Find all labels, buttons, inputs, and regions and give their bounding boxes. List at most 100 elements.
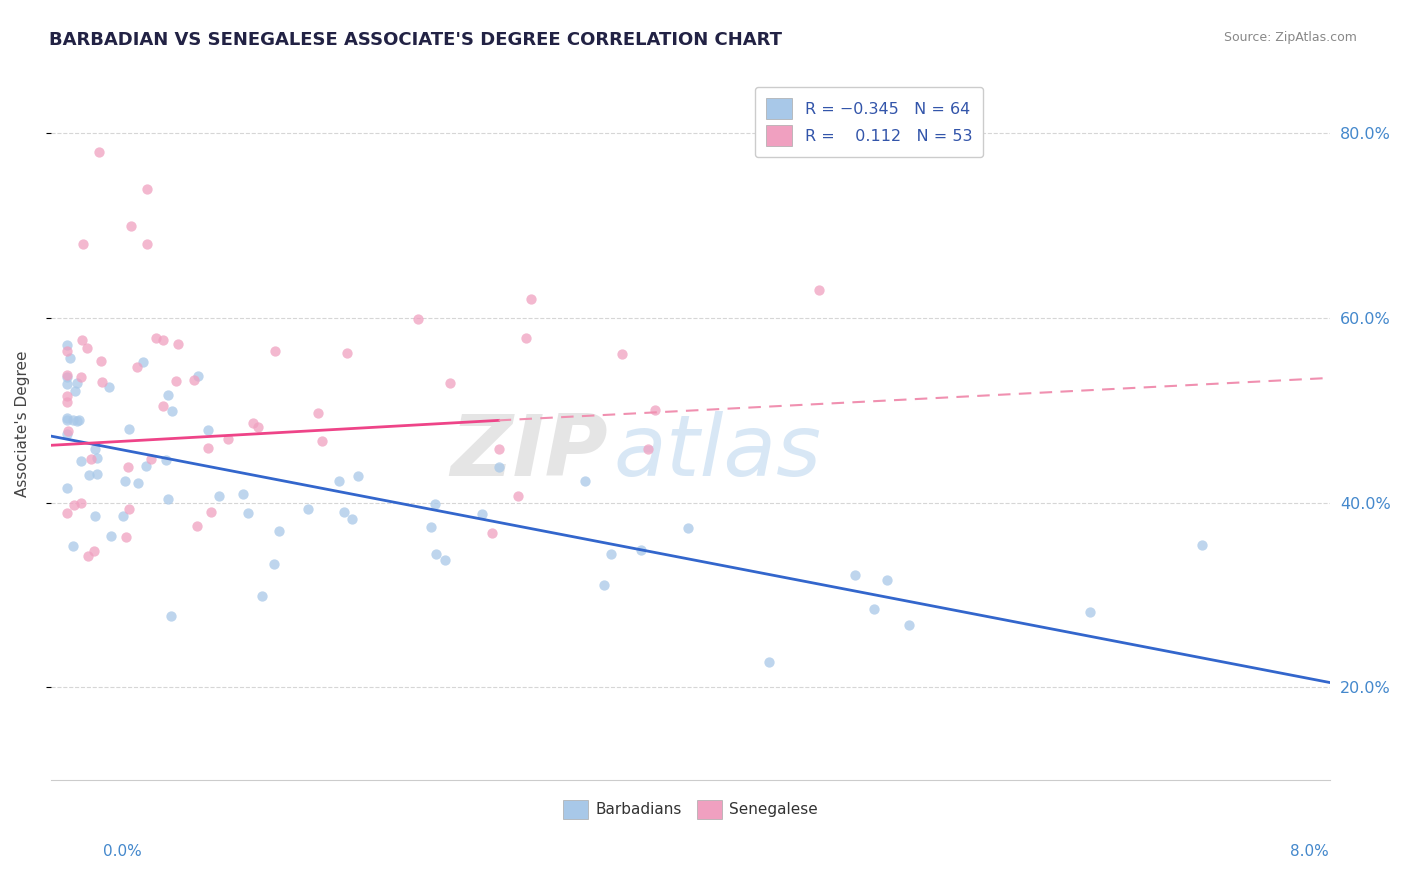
Point (183, 373, 205, 387)
Text: atlas: atlas (614, 411, 823, 494)
Point (156, 388, 179, 402)
Point (56, 368, 79, 383)
Point (155, 453, 177, 467)
Point (118, 502, 141, 516)
Point (630, 542, 652, 557)
Point (599, 547, 621, 561)
Point (246, 420, 269, 434)
Point (433, 553, 456, 567)
Point (56, 506, 79, 520)
Text: Source: ZipAtlas.com: Source: ZipAtlas.com (1223, 31, 1357, 45)
Point (336, 346, 359, 360)
Text: ZIP: ZIP (450, 411, 607, 494)
Point (84, 442, 107, 456)
Point (135, 181, 157, 195)
Point (159, 609, 181, 624)
Point (200, 505, 222, 519)
Point (481, 525, 503, 540)
Point (897, 618, 920, 632)
Point (152, 333, 174, 347)
Point (65, 414, 87, 428)
Point (232, 487, 254, 501)
Point (70, 453, 93, 467)
Point (269, 524, 291, 538)
Point (83, 509, 105, 524)
Point (863, 602, 886, 616)
Point (77, 549, 100, 564)
Text: 8.0%: 8.0% (1289, 845, 1329, 859)
Point (311, 434, 333, 448)
Point (58, 424, 80, 438)
Point (242, 416, 264, 430)
Point (139, 451, 162, 466)
Point (56, 413, 79, 427)
Point (98, 380, 121, 394)
Point (186, 519, 208, 533)
Point (408, 312, 430, 326)
Point (59, 351, 82, 366)
Point (637, 442, 659, 457)
Point (423, 497, 446, 511)
Point (56, 395, 79, 409)
Point (56, 389, 79, 403)
Text: BARBADIAN VS SENEGALESE ASSOCIATE'S DEGREE CORRELATION CHART: BARBADIAN VS SENEGALESE ASSOCIATE'S DEGR… (49, 31, 782, 49)
Point (120, 219, 142, 234)
Point (844, 568, 866, 582)
Point (132, 354, 155, 368)
Point (62, 412, 84, 426)
Point (807, 283, 830, 297)
Point (145, 331, 167, 345)
Point (66, 376, 89, 390)
Point (157, 492, 180, 507)
Point (1080, 605, 1102, 619)
Point (77, 468, 100, 483)
Point (76, 341, 98, 355)
Point (208, 489, 231, 503)
Point (1191, 538, 1213, 552)
Point (114, 475, 136, 489)
Point (307, 407, 329, 421)
Point (127, 476, 149, 491)
Point (56, 410, 79, 425)
Point (135, 458, 157, 473)
Point (758, 656, 780, 670)
Point (63, 498, 86, 512)
Point (876, 573, 898, 587)
Point (90, 353, 112, 368)
Point (347, 468, 370, 483)
Legend: Barbadians, Senegalese: Barbadians, Senegalese (557, 794, 824, 825)
Point (118, 422, 141, 436)
Point (125, 359, 148, 374)
Point (197, 441, 219, 455)
Point (100, 529, 122, 543)
Point (676, 521, 699, 535)
Point (333, 505, 356, 519)
Point (593, 578, 616, 592)
Point (56, 343, 79, 358)
Point (67, 413, 90, 427)
Point (56, 426, 79, 441)
Point (519, 293, 541, 307)
Point (488, 459, 510, 474)
Point (610, 347, 633, 361)
Point (425, 547, 447, 561)
Point (471, 507, 494, 521)
Point (297, 501, 319, 516)
Point (86, 467, 108, 481)
Point (439, 376, 461, 390)
Point (252, 589, 274, 603)
Point (197, 423, 219, 437)
Point (56, 370, 79, 384)
Point (86, 451, 108, 466)
Point (83, 543, 105, 558)
Point (91, 375, 114, 389)
Point (166, 336, 188, 351)
Point (56, 338, 79, 352)
Point (72, 237, 94, 252)
Point (117, 459, 139, 474)
Point (56, 377, 79, 392)
Point (87, 145, 110, 159)
Point (135, 237, 157, 252)
Point (115, 530, 138, 544)
Point (236, 506, 259, 520)
